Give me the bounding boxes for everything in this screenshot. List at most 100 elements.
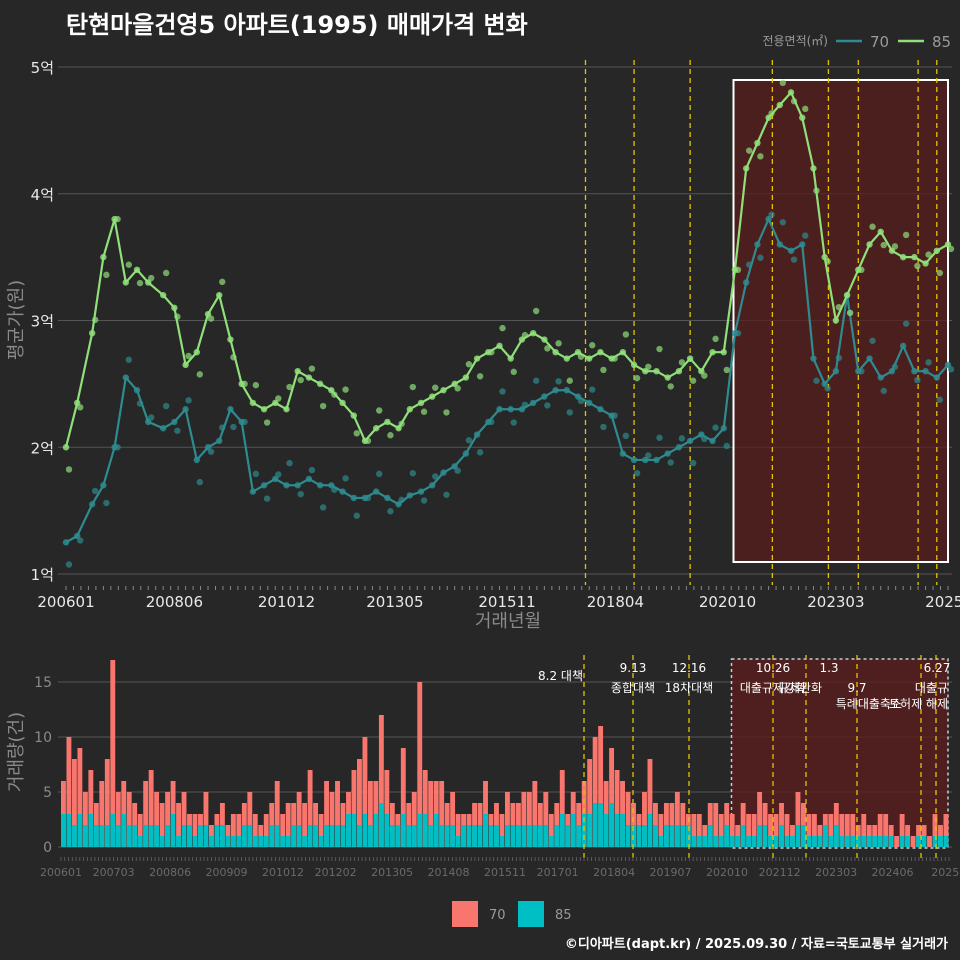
series-point-85	[454, 385, 461, 392]
series-point-85	[103, 271, 110, 279]
series-point-85	[185, 352, 192, 360]
volume-bar-70	[861, 814, 867, 847]
volume-xtick-label: 201701	[537, 866, 579, 879]
series-point-85	[712, 335, 719, 343]
series-point-70	[384, 494, 391, 502]
volume-bar-70	[367, 781, 373, 847]
volume-xtick-label: 201305	[371, 866, 413, 879]
series-point-85	[689, 377, 697, 384]
volume-bar-70	[307, 770, 313, 847]
series-point-70	[521, 401, 529, 408]
volume-ylabel: 거래량(건)	[6, 712, 27, 792]
volume-bar-85	[241, 825, 247, 847]
volume-bar-85	[439, 825, 445, 847]
volume-bar-70	[351, 770, 357, 847]
volume-bar-70	[137, 814, 143, 847]
volume-ytick-label: 10	[34, 730, 52, 746]
volume-bar-85	[674, 825, 680, 847]
volume-bar-70	[400, 748, 406, 847]
volume-bar-85	[916, 836, 921, 847]
volume-bar-85	[455, 836, 461, 847]
volume-bar-85	[817, 836, 823, 847]
series-point-85	[734, 266, 742, 273]
volume-bar-85	[307, 825, 313, 847]
series-point-85	[824, 258, 831, 265]
series-point-85	[387, 432, 394, 439]
volume-bar-85	[713, 836, 719, 847]
volume-bar-85	[263, 836, 269, 847]
series-point-85	[776, 101, 784, 109]
volume-bar-70	[746, 814, 752, 847]
series-point-85	[922, 260, 929, 267]
volume-bar-85	[526, 825, 532, 847]
volume-bar-70	[811, 814, 817, 847]
price-xtick-label: 201012	[258, 593, 315, 611]
series-point-70	[454, 467, 461, 474]
series-point-85	[656, 345, 663, 353]
volume-bar-85	[165, 825, 171, 847]
series-point-85	[275, 395, 282, 402]
volume-bar-70	[598, 726, 604, 847]
volume-bar-85	[740, 825, 746, 847]
volume-bar-70	[302, 803, 308, 847]
volume-bar-85	[488, 825, 494, 847]
series-point-70	[925, 359, 932, 366]
volume-bar-85	[384, 814, 390, 847]
volume-bar-85	[718, 836, 724, 847]
volume-bar-85	[148, 825, 154, 847]
series-point-85	[787, 89, 795, 96]
volume-bar-85	[850, 836, 856, 847]
volume-bar-70	[285, 803, 291, 847]
volume-bar-85	[822, 825, 828, 847]
series-point-70	[880, 387, 887, 395]
series-point-85	[375, 407, 383, 414]
series-point-85	[148, 274, 155, 282]
series-point-85	[678, 359, 686, 366]
series-point-85	[294, 368, 301, 375]
series-point-70	[563, 387, 570, 394]
volume-bar-70	[362, 737, 368, 847]
volume-legend: 70 85	[452, 901, 572, 927]
event-label: 규제완화	[778, 681, 822, 695]
series-point-70	[754, 241, 761, 248]
series-point-70	[678, 435, 686, 442]
series-point-70	[499, 388, 506, 395]
series-point-85	[899, 253, 907, 261]
series-point-70	[91, 487, 99, 495]
volume-bar-85	[126, 825, 132, 847]
series-point-70	[858, 368, 865, 375]
series-point-85	[611, 355, 618, 362]
series-point-70	[372, 488, 380, 495]
series-point-70	[339, 488, 346, 495]
highlight-region	[733, 80, 948, 562]
series-point-70	[686, 437, 694, 445]
volume-bar-85	[400, 814, 406, 847]
series-point-70	[768, 211, 775, 218]
event-label: 특례대출축소	[836, 697, 902, 711]
series-point-85	[305, 374, 313, 381]
series-point-70	[297, 490, 304, 498]
volume-bar-85	[329, 825, 335, 847]
series-point-85	[207, 315, 215, 322]
series-point-85	[843, 291, 851, 299]
series-point-70	[712, 424, 719, 431]
series-point-70	[185, 397, 192, 404]
volume-bar-85	[724, 825, 730, 847]
series-point-70	[510, 419, 517, 426]
series-point-85	[100, 253, 107, 261]
volume-bar-85	[181, 825, 187, 847]
volume-bar-85	[779, 825, 784, 847]
volume-bar-85	[938, 836, 943, 847]
series-point-85	[541, 336, 548, 343]
volume-bar-70	[609, 748, 615, 847]
volume-bar-85	[198, 825, 203, 847]
series-point-85	[440, 387, 447, 394]
volume-ytick-label: 15	[34, 675, 52, 691]
volume-bar-85	[510, 825, 516, 847]
volume-bar-85	[680, 825, 686, 847]
series-point-85	[619, 348, 627, 356]
volume-bar-85	[280, 836, 286, 847]
series-point-85	[353, 430, 360, 437]
volume-bar-85	[570, 814, 576, 847]
price-xtick-label: 2025	[925, 593, 960, 611]
